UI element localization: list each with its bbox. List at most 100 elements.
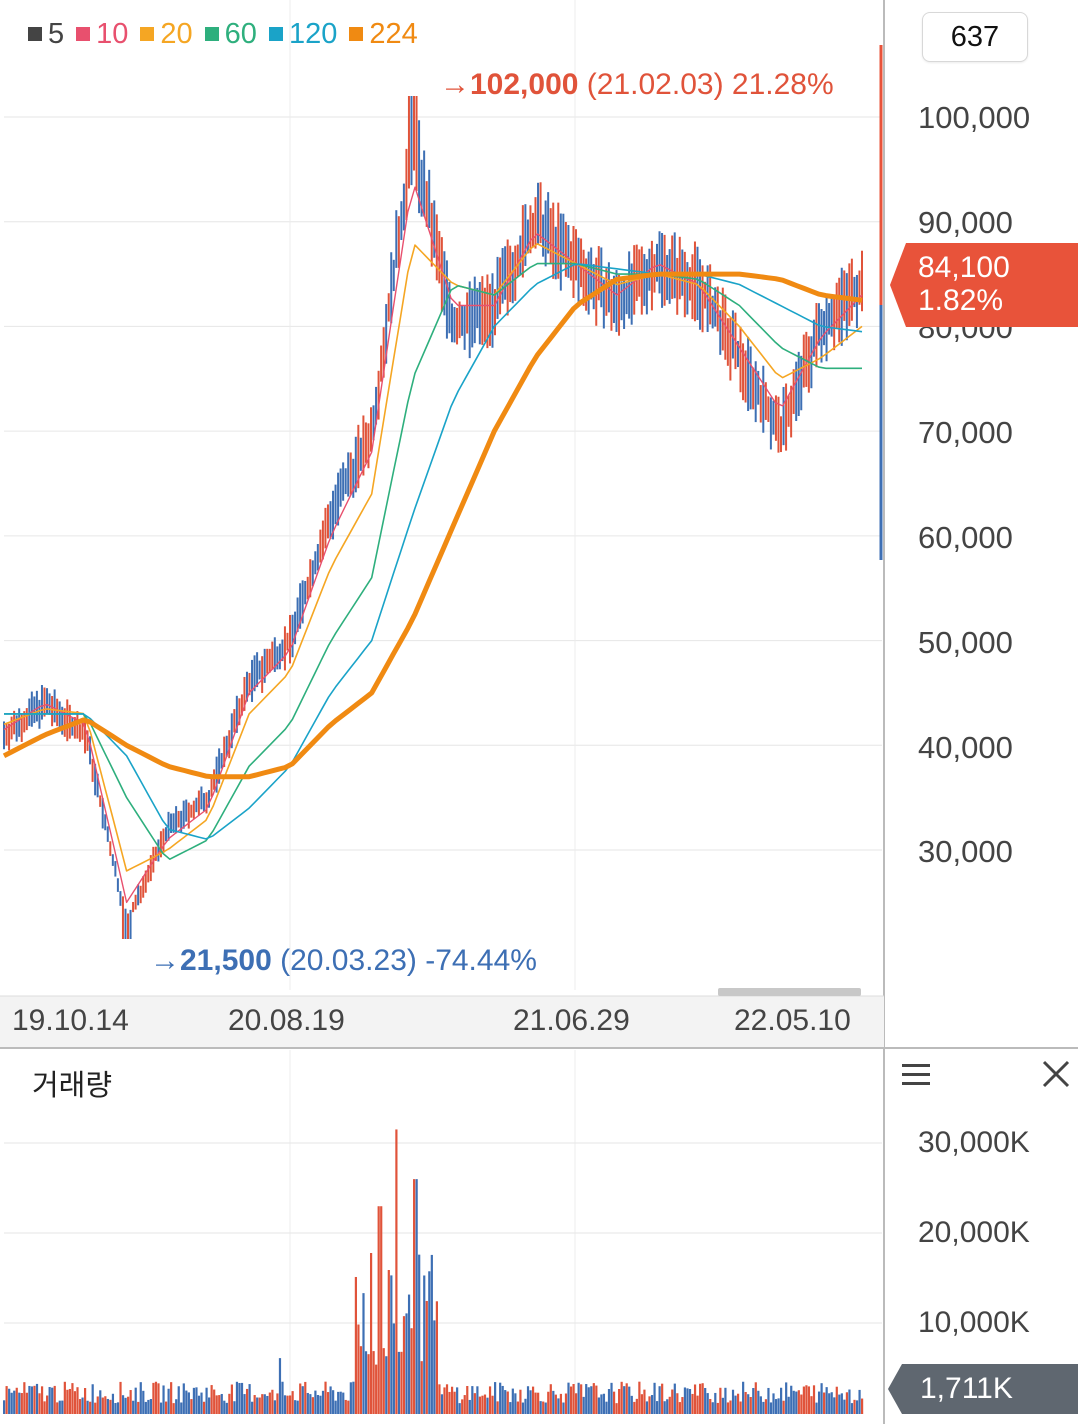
volume-bar: [369, 1252, 373, 1414]
volume-bar: [251, 1401, 254, 1414]
volume-bar: [772, 1393, 775, 1414]
volume-bar: [850, 1403, 854, 1414]
volume-bar: [711, 1402, 714, 1414]
volume-bar: [488, 1386, 492, 1414]
period-badge[interactable]: 637: [922, 12, 1028, 62]
volume-bar: [202, 1401, 206, 1414]
volume-bar: [101, 1397, 104, 1414]
legend-item-224[interactable]: 224: [349, 18, 418, 51]
volume-bar: [111, 1393, 115, 1414]
legend-item-5[interactable]: 5: [28, 18, 64, 51]
volume-bar: [420, 1361, 423, 1414]
legend-label: 10: [96, 17, 129, 50]
volume-bar: [167, 1388, 170, 1414]
volume-bar: [266, 1395, 269, 1414]
volume-bar: [526, 1386, 530, 1414]
volume-bar: [172, 1403, 175, 1414]
volume-bar: [137, 1401, 140, 1414]
volume-bar: [283, 1395, 287, 1414]
legend-item-60[interactable]: 60: [204, 18, 257, 51]
menu-icon[interactable]: [902, 1060, 932, 1088]
volume-bar: [840, 1393, 843, 1414]
volume-bar: [537, 1392, 540, 1414]
volume-bar: [666, 1399, 669, 1414]
legend-swatch: [140, 27, 155, 41]
volume-bar: [623, 1386, 626, 1414]
legend-item-120[interactable]: 120: [268, 18, 337, 51]
volume-bar: [499, 1382, 502, 1414]
volume-bar: [531, 1386, 535, 1414]
volume-bar: [175, 1399, 178, 1414]
volume-bar: [375, 1364, 378, 1414]
volume-bar: [200, 1392, 203, 1414]
volume-bar: [164, 1401, 168, 1414]
volume-bar: [40, 1386, 44, 1414]
volume-bar: [585, 1384, 588, 1414]
volume-bar: [230, 1384, 233, 1414]
volume-bar: [354, 1276, 358, 1414]
volume-bar: [438, 1384, 441, 1414]
volume-bar: [825, 1387, 828, 1414]
volume-bar: [577, 1382, 580, 1414]
volume-bar: [501, 1385, 504, 1414]
volume-bar: [10, 1392, 13, 1414]
price-tick-label: 50,000: [918, 625, 1013, 660]
volume-bar: [461, 1399, 464, 1414]
legend-item-20[interactable]: 20: [140, 18, 193, 51]
volume-bar: [377, 1206, 380, 1414]
volume-bar: [640, 1394, 644, 1414]
volume-bar: [607, 1389, 611, 1414]
high-annotation: →102,000 (21.02.03) 21.28%: [440, 68, 834, 102]
volume-bar: [147, 1399, 150, 1414]
volume-bar: [121, 1395, 125, 1414]
volume-bar: [86, 1400, 89, 1414]
volume-bar: [291, 1391, 294, 1414]
volume-bar: [529, 1390, 532, 1414]
volume-bar: [357, 1324, 360, 1414]
volume-bar: [602, 1393, 606, 1414]
volume-bar: [271, 1389, 274, 1414]
volume-bar: [491, 1395, 494, 1414]
volume-bar: [273, 1400, 277, 1414]
volume-bar: [458, 1403, 461, 1414]
volume-bar: [661, 1383, 664, 1414]
volume-bar: [858, 1389, 861, 1414]
volume-bar: [448, 1391, 451, 1414]
volume-tag-shape: [888, 1364, 1078, 1414]
volume-bar: [562, 1402, 565, 1414]
volume-bar: [810, 1396, 813, 1414]
volume-bar: [445, 1384, 449, 1414]
volume-bar: [663, 1401, 666, 1414]
volume-bar: [106, 1398, 109, 1414]
volume-bar: [35, 1383, 39, 1414]
price-tick-label: 40,000: [918, 730, 1013, 765]
volume-bar: [673, 1383, 676, 1414]
volume-bar: [76, 1387, 79, 1414]
volume-bar: [590, 1386, 593, 1414]
volume-bar: [8, 1388, 11, 1414]
volume-bar: [552, 1390, 555, 1414]
volume-bar: [835, 1386, 838, 1414]
volume-bar: [542, 1401, 545, 1414]
volume-bar: [94, 1402, 97, 1414]
current-volume: 1,711K: [920, 1372, 1013, 1405]
chart-scrollbar[interactable]: [718, 988, 861, 996]
volume-bar: [739, 1401, 742, 1414]
volume-bar: [463, 1395, 466, 1414]
close-icon[interactable]: [1040, 1058, 1072, 1090]
volume-bar: [362, 1293, 365, 1414]
legend-item-10[interactable]: 10: [76, 18, 128, 51]
volume-bar: [790, 1385, 793, 1414]
volume-bar: [742, 1381, 745, 1414]
volume-bar: [580, 1384, 583, 1414]
legend-swatch: [349, 27, 364, 41]
ma-legend[interactable]: 5 10 20 60 120 224: [28, 16, 418, 52]
volume-bar: [706, 1393, 709, 1414]
volume-bar: [430, 1254, 433, 1414]
volume-bar: [466, 1385, 469, 1414]
volume-bar: [225, 1402, 228, 1414]
volume-bar: [769, 1402, 773, 1414]
volume-bar: [23, 1382, 26, 1414]
